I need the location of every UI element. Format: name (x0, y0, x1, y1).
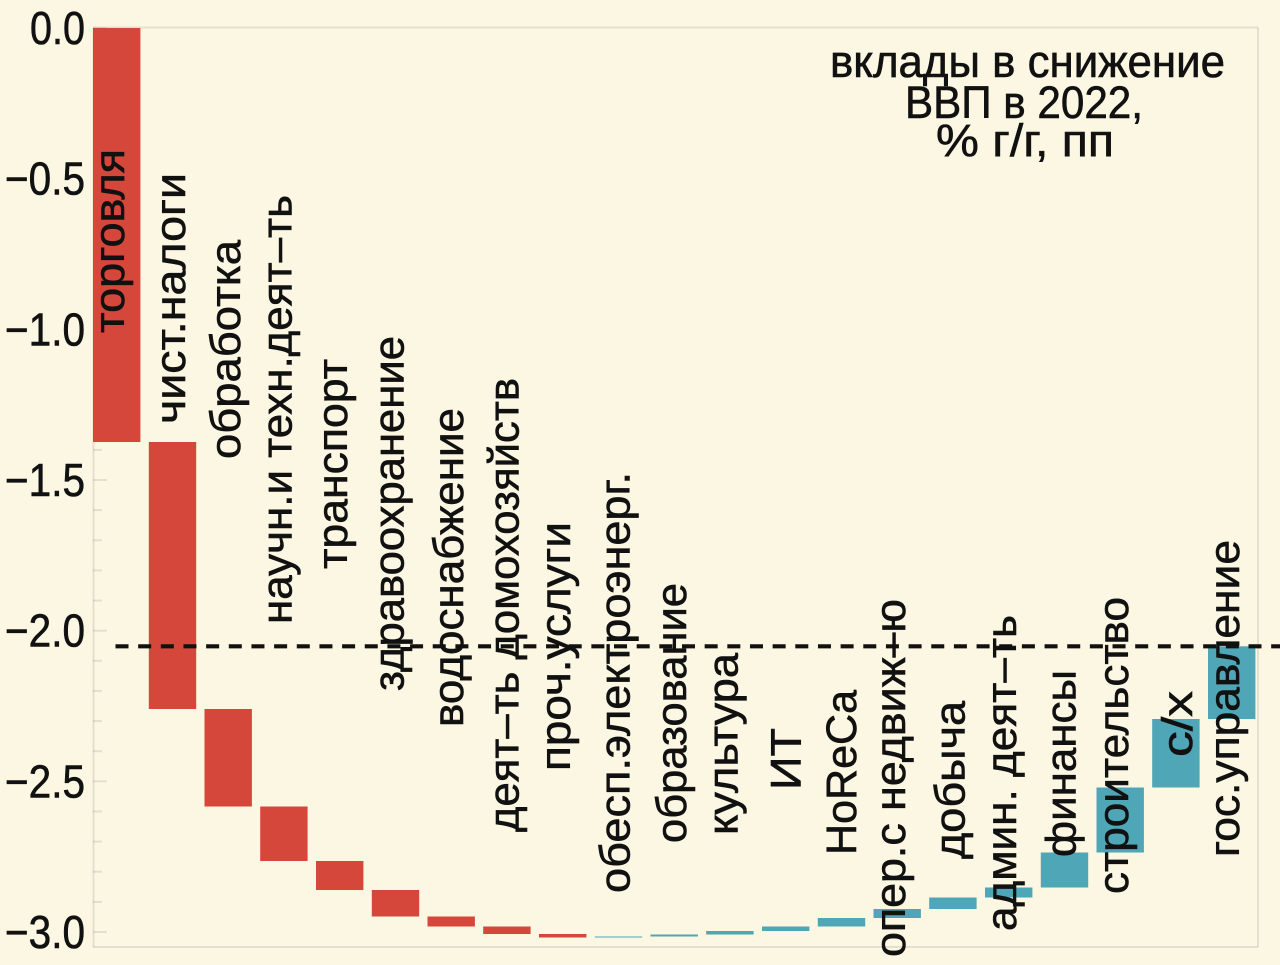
svg-text:гос.управление: гос.управление (1201, 540, 1249, 857)
svg-text:−2.5: −2.5 (5, 755, 85, 807)
svg-text:опер.с недвиж–ю: опер.с недвиж–ю (867, 599, 915, 957)
svg-text:проч.услуги: проч.услуги (532, 522, 580, 771)
svg-text:научн.и техн.деят–ть: научн.и техн.деят–ть (253, 195, 301, 624)
svg-text:с/х: с/х (1154, 690, 1202, 757)
svg-text:HoReCa: HoReCa (818, 690, 866, 855)
svg-text:ИТ: ИТ (762, 728, 810, 790)
svg-text:торговля: торговля (86, 149, 134, 333)
svg-text:финансы: финансы (1038, 670, 1086, 857)
svg-text:−3.0: −3.0 (5, 906, 85, 958)
svg-text:водоснабжение: водоснабжение (425, 408, 473, 727)
svg-text:обработка: обработка (202, 240, 250, 459)
svg-text:строительство: строительство (1090, 597, 1138, 894)
svg-text:транспорт: транспорт (309, 359, 357, 569)
svg-text:добыча: добыча (927, 701, 975, 859)
svg-text:культура: культура (700, 653, 748, 835)
svg-text:здравоохранение: здравоохранение (365, 336, 413, 691)
svg-text:админ. деят–ть: админ. деят–ть (978, 615, 1026, 931)
svg-text:% г/г, пп: % г/г, пп (936, 115, 1114, 166)
svg-text:деят–ть домохозяйств: деят–ть домохозяйств (480, 378, 528, 832)
svg-text:ВВП в 2022,: ВВП в 2022, (905, 77, 1143, 128)
svg-text:вклады в снижение: вклады в снижение (830, 36, 1225, 87)
svg-text:−0.5: −0.5 (5, 153, 85, 205)
svg-text:образование: образование (648, 583, 696, 843)
svg-text:чист.налоги: чист.налоги (147, 173, 195, 424)
svg-text:обесп.электроэнерг.: обесп.электроэнерг. (592, 472, 640, 893)
svg-text:0.0: 0.0 (30, 2, 85, 54)
svg-text:−2.0: −2.0 (5, 605, 85, 657)
svg-text:−1.5: −1.5 (5, 454, 85, 506)
svg-text:−1.0: −1.0 (5, 303, 85, 355)
